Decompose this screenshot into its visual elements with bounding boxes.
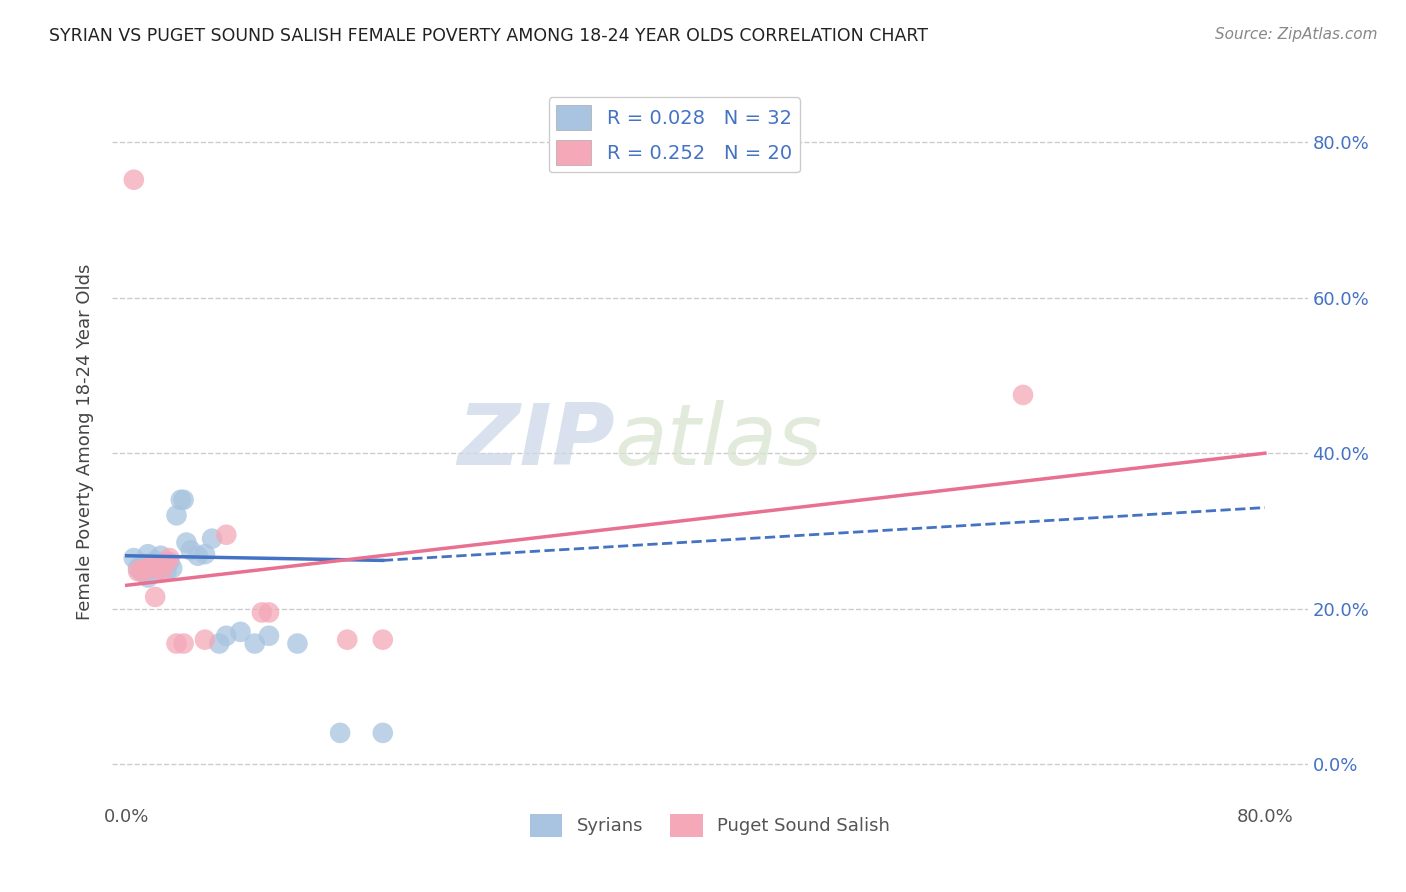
Point (136, 547, 159, 561)
Point (287, 636, 309, 650)
Point (157, 555, 180, 569)
Y-axis label: Female Poverty Among 18-24 Year Olds: Female Poverty Among 18-24 Year Olds (76, 263, 94, 620)
Point (187, 549, 209, 563)
Point (336, 632, 359, 647)
Text: Source: ZipAtlas.com: Source: ZipAtlas.com (1215, 27, 1378, 42)
Point (170, 492, 193, 507)
Point (157, 551, 180, 566)
Point (146, 561, 169, 575)
Point (127, 561, 149, 575)
Point (127, 564, 149, 578)
Text: atlas: atlas (614, 400, 823, 483)
Point (250, 606, 273, 620)
Point (150, 564, 173, 578)
Legend: Syrians, Puget Sound Salish: Syrians, Puget Sound Salish (523, 806, 897, 845)
Point (257, 629, 280, 643)
Point (136, 570, 159, 584)
Point (141, 558, 163, 573)
Point (208, 636, 231, 650)
Point (146, 563, 169, 577)
Point (176, 535, 198, 549)
Point (129, 563, 152, 577)
Point (162, 561, 183, 575)
Point (166, 508, 188, 523)
Text: ZIP: ZIP (457, 400, 614, 483)
Point (155, 564, 177, 578)
Point (371, 632, 394, 647)
Point (143, 590, 166, 604)
Point (215, 528, 238, 542)
Point (215, 629, 238, 643)
Point (229, 624, 252, 639)
Point (173, 492, 195, 507)
Point (141, 557, 163, 571)
Text: SYRIAN VS PUGET SOUND SALISH FEMALE POVERTY AMONG 18-24 YEAR OLDS CORRELATION CH: SYRIAN VS PUGET SOUND SALISH FEMALE POVE… (49, 27, 928, 45)
Point (194, 547, 217, 561)
Point (329, 726, 352, 740)
Point (132, 557, 155, 571)
Point (149, 549, 172, 563)
Point (180, 543, 202, 558)
Point (155, 555, 177, 569)
Point (129, 558, 152, 573)
Point (173, 636, 195, 650)
Point (194, 632, 217, 647)
Point (132, 564, 155, 578)
Point (136, 561, 159, 575)
Point (257, 606, 280, 620)
Point (166, 636, 188, 650)
Point (152, 558, 174, 573)
Point (243, 636, 266, 650)
Point (1012, 388, 1035, 402)
Point (134, 566, 156, 581)
Point (371, 726, 394, 740)
Point (201, 532, 224, 546)
Point (122, 551, 145, 566)
Point (129, 564, 152, 578)
Point (143, 553, 166, 567)
Point (122, 172, 145, 186)
